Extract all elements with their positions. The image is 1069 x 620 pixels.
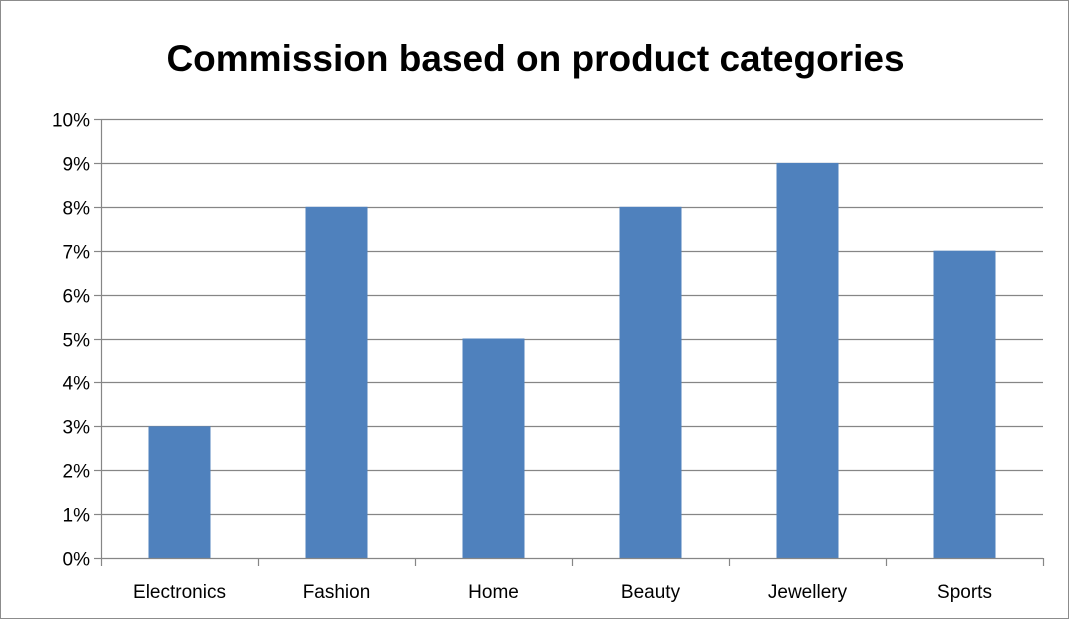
x-tick-label: Jewellery: [768, 582, 848, 603]
axes: [94, 118, 1045, 566]
y-tick-label: 9%: [63, 155, 91, 176]
bar-fashion: [305, 206, 368, 559]
bar-jewellery: [776, 162, 839, 558]
x-tick-label: Beauty: [621, 582, 681, 603]
bar-sports: [933, 250, 996, 558]
y-tick-label: 3%: [63, 418, 91, 439]
y-tick-label: 8%: [63, 199, 91, 220]
chart-title: Commission based on product categories: [166, 38, 905, 79]
bars: [148, 162, 996, 559]
bar-home: [462, 338, 525, 558]
y-tick-label: 5%: [63, 331, 91, 352]
x-tick-label: Fashion: [303, 582, 371, 603]
y-tick-label: 4%: [63, 374, 91, 395]
y-tick-label: 2%: [63, 462, 91, 483]
y-tick-label: 6%: [63, 287, 91, 308]
x-tick-label: Sports: [937, 582, 992, 603]
y-tick-label: 10%: [52, 111, 90, 132]
x-tick-label: Electronics: [133, 582, 226, 603]
bar-beauty: [619, 206, 682, 559]
gridlines: [101, 118, 1043, 516]
bar-electronics: [148, 426, 211, 558]
y-tick-label: 7%: [63, 243, 91, 264]
y-tick-label: 0%: [63, 550, 91, 571]
y-tick-label: 1%: [63, 506, 91, 527]
tick-labels: 0% 1% 2% 3% 4% 5% 6% 7% 8% 9% 10% Electronics Fashio…: [52, 111, 992, 604]
x-tick-label: Home: [468, 582, 519, 603]
